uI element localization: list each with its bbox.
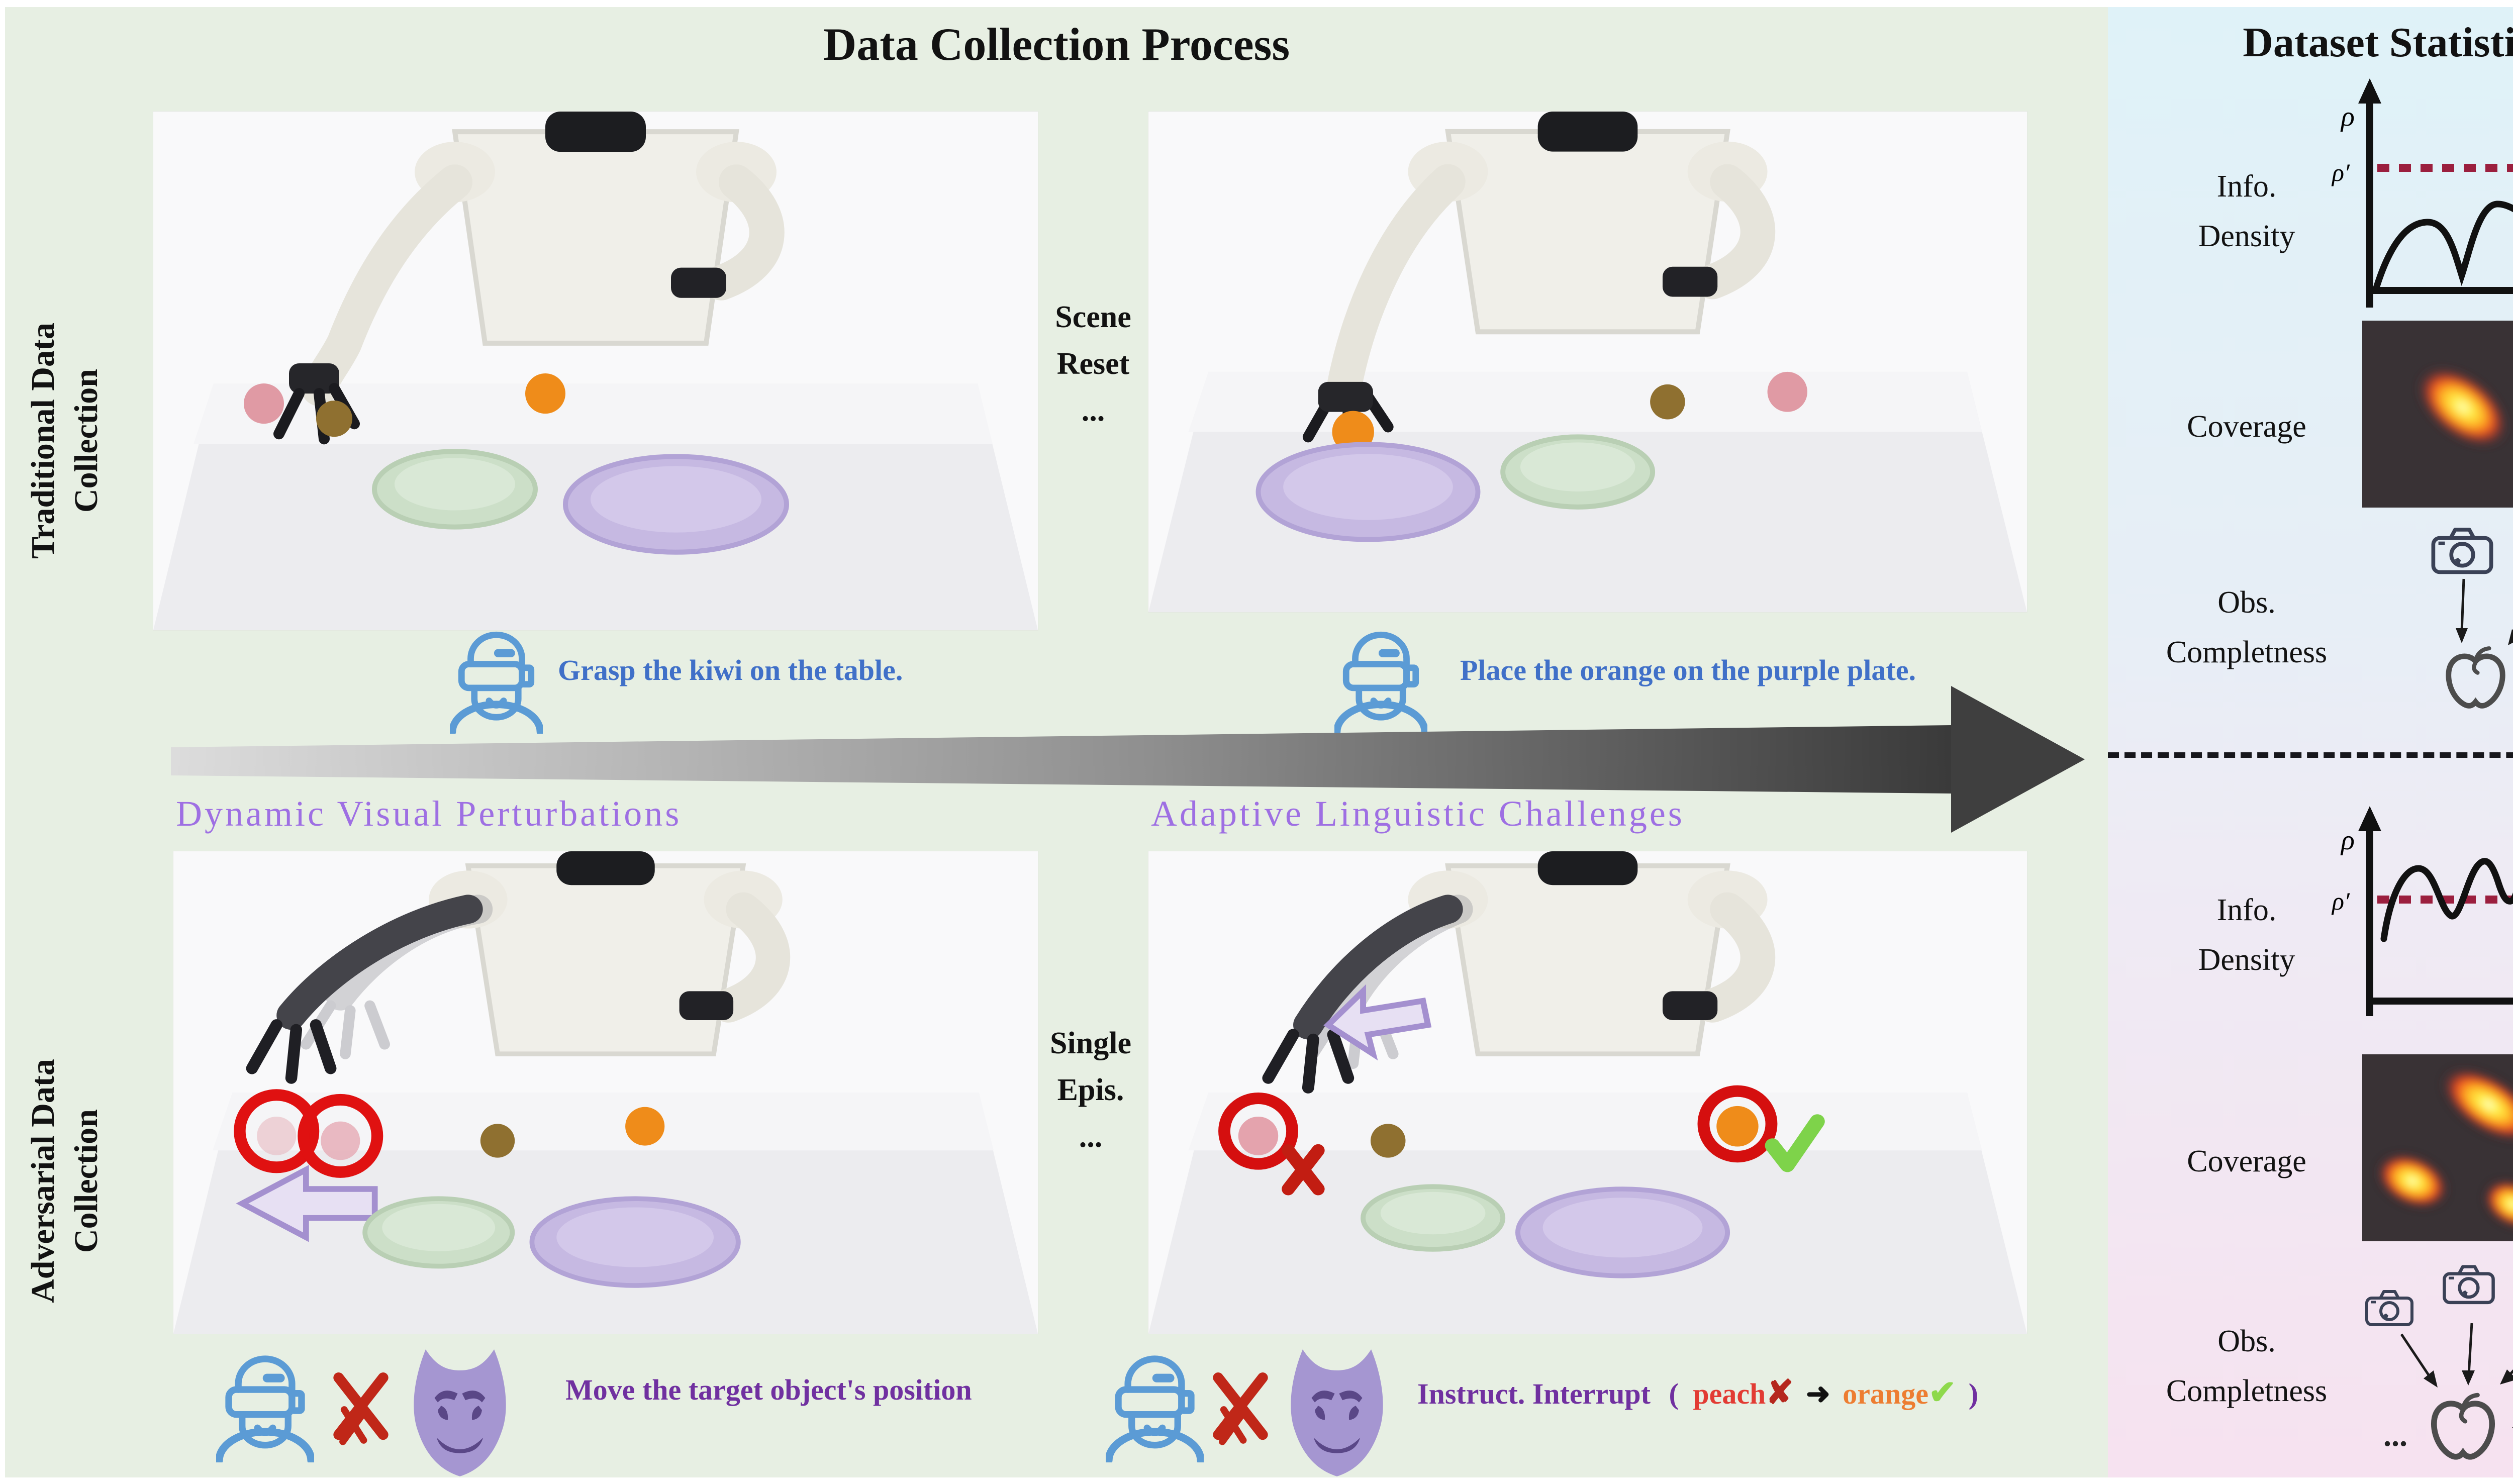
robot-scene-1: [153, 112, 1038, 630]
info-density-plot-traditional: ρ ρ′ t: [2331, 78, 2513, 308]
red-circle-annotation: [1697, 1085, 1778, 1163]
vr-operator-icon: [1106, 1355, 1204, 1462]
stats-label-coverage: Coverage: [2187, 1144, 2306, 1178]
kiwi: [316, 401, 352, 437]
vr-operator-icon: [450, 631, 543, 734]
camera-icon: [2365, 1290, 2413, 1326]
density-curve: [2372, 201, 2513, 293]
row-label-adversarial: Adversarial Data Collection: [25, 1059, 105, 1303]
apple-icon: [2446, 646, 2505, 709]
timeline-arrow: [171, 686, 2085, 833]
vr-operator-icon: [1334, 631, 1427, 734]
photo-traditional-grasp-kiwi: [153, 112, 1038, 630]
kiwi: [480, 1124, 515, 1158]
robot-scene-2: [1148, 112, 2027, 612]
right-word: orange: [1843, 1377, 1928, 1410]
rho-axis-label: ρ: [2340, 101, 2355, 132]
kiwi: [1650, 384, 1685, 420]
coverage-heatmap-traditional: [2362, 321, 2513, 508]
orange-fruit: [1716, 1106, 1759, 1147]
subheader-linguistic-challenges: Adaptive Linguistic Challenges: [1151, 794, 1685, 834]
kiwi: [1370, 1124, 1406, 1158]
info-density-plot-adversarial: ρ ρ′ t: [2331, 806, 2513, 1016]
caption-adversarial-2: Instruct. Interrupt ( peach✘ ➜ orange✔ ): [1417, 1373, 1978, 1412]
stats-title: Dataset Statistics: [2243, 19, 2513, 66]
process-title: Data Collection Process: [823, 19, 1290, 70]
rho-axis-label: ρ: [2340, 825, 2355, 856]
red-cross-glyph: ✘: [1766, 1374, 1794, 1411]
stats-label-info-density: Info. Density: [2198, 893, 2295, 977]
interrupt-prefix: Instruct. Interrupt: [1417, 1377, 1651, 1410]
stats-label-info-density: Info. Density: [2198, 169, 2295, 254]
red-circle-annotation: [298, 1094, 383, 1178]
rho-threshold-label: ρ′: [2331, 887, 2350, 915]
stats-label-obs-completeness: Obs. Completness: [2166, 585, 2328, 670]
devil-emoji-icon: [1291, 1349, 1383, 1476]
green-check-glyph: ✔: [1928, 1374, 1957, 1411]
scene-reset-label: Scene Reset ...: [1055, 300, 1131, 428]
caption-adversarial-1: Move the target object's position: [565, 1373, 972, 1406]
orange-fruit: [525, 373, 565, 414]
camera-icon: [2443, 1265, 2495, 1305]
no-teleop-cross-icon: [1213, 1372, 1268, 1445]
density-curve: [2380, 858, 2513, 942]
apple-icon: [2431, 1393, 2495, 1460]
no-teleop-cross-icon: [333, 1372, 389, 1445]
more-views-ellipsis: ...: [2383, 1417, 2407, 1453]
photo-traditional-place-orange: [1148, 112, 2027, 612]
red-circle-annotation: [1218, 1093, 1298, 1170]
wrong-word: peach: [1693, 1377, 1766, 1410]
stats-label-obs-completeness: Obs. Completness: [2166, 1324, 2328, 1409]
arrow-glyph: ➜: [1806, 1377, 1830, 1410]
coverage-heatmap-adversarial: [2362, 1054, 2513, 1241]
obs-completeness-adversarial: ...: [2365, 1265, 2513, 1460]
paren-close: ): [1968, 1377, 1979, 1410]
rho-threshold-label: ρ′: [2331, 158, 2350, 186]
red-cross-annotation: [1282, 1144, 1325, 1196]
red-circle-annotation: [234, 1089, 320, 1173]
obs-completeness-traditional: [2431, 528, 2513, 709]
peach: [1767, 371, 1807, 412]
dashed-divider: [2108, 752, 2513, 758]
purple-move-arrow: [236, 1164, 378, 1242]
camera-icon: [2431, 528, 2493, 574]
row-label-traditional: Traditional Data Collection: [25, 323, 105, 559]
peach: [244, 383, 284, 424]
photo-adversarial-instruct-interrupt: [1148, 851, 2027, 1334]
orange-fruit: [625, 1107, 665, 1146]
subheader-visual-perturbations: Dynamic Visual Perturbations: [176, 794, 682, 834]
paren-open: (: [1669, 1377, 1679, 1410]
robot-scene-3: [173, 851, 1038, 1334]
purple-move-arrow: [1323, 984, 1432, 1061]
caption-traditional-2: Place the orange on the purple plate.: [1460, 654, 1916, 686]
single-episode-label: Single Epis. ...: [1050, 1026, 1131, 1154]
caption-traditional-1: Grasp the kiwi on the table.: [558, 654, 903, 686]
stats-label-coverage: Coverage: [2187, 410, 2306, 444]
green-check-annotation: [1765, 1114, 1825, 1172]
devil-emoji-icon: [414, 1349, 506, 1476]
robot-scene-4: [1148, 851, 2027, 1334]
photo-adversarial-move-object: [173, 851, 1038, 1334]
vr-operator-icon: [216, 1355, 314, 1462]
